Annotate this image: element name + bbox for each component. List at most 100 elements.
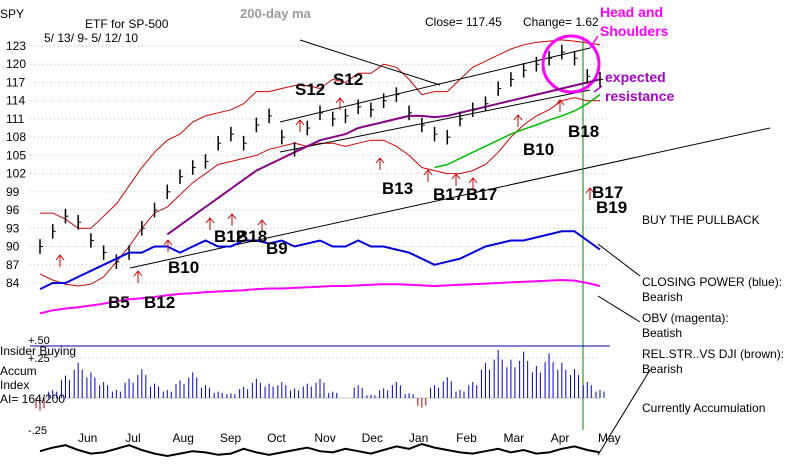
signal-label: B13	[382, 179, 413, 198]
multiline-labels-layer: Head and Shoulders expected resistance CLOSI…	[0, 4, 784, 406]
change-value: Change= 1.62	[523, 15, 599, 29]
month-tick-label: Oct	[267, 431, 286, 445]
signal-arrowhead	[468, 177, 478, 184]
y-tick-label: 111	[6, 112, 25, 126]
annotation-relstr-line1: REL.STR..VS DJI (brown):	[642, 347, 784, 361]
cp-pointer-line	[597, 243, 641, 277]
annotation-obv-line1: OBV (magenta):	[642, 311, 729, 325]
green-ma-line	[434, 93, 601, 169]
month-tick-label: Jan	[409, 431, 428, 445]
signal-arrowhead	[257, 219, 267, 226]
annotation-relstr-line2: Bearish	[642, 362, 683, 376]
signal-label: S12	[333, 70, 363, 89]
signal-arrowhead	[451, 173, 461, 180]
closing-power-line	[39, 230, 601, 291]
month-tick-label: Aug	[173, 431, 194, 445]
month-tick-label: Mar	[503, 431, 524, 445]
accum-level-label: -.25	[28, 425, 47, 437]
signal-label: B12	[144, 293, 175, 312]
signal-arrowhead	[133, 270, 143, 277]
tick-labels-layer: 123 120 117 114 111 108 105 102 99 96 93 90 87 84 Jun J…	[6, 39, 621, 445]
y-tick-label: 90	[6, 240, 20, 254]
y-tick-label: 117	[6, 75, 25, 89]
annotation-obv-line2: Beatish	[642, 326, 682, 340]
month-tick-label: Jun	[78, 431, 97, 445]
neckline	[299, 39, 441, 86]
y-tick-label: 105	[6, 148, 26, 162]
chart-title: ETF for SP-500	[85, 17, 169, 31]
trend-lines-layer	[129, 34, 771, 456]
lower-channel-line	[279, 89, 591, 153]
head-shoulders-label-line1: Head and	[600, 4, 663, 20]
obv-pointer-line	[597, 295, 641, 323]
signal-label: B17	[466, 185, 497, 204]
annotation-closing-power-line1: CLOSING POWER (blue):	[642, 275, 782, 289]
relstr-line	[39, 442, 601, 458]
expected-resistance-label-line2: resistance	[605, 88, 674, 104]
insider-label: Insider Buying	[0, 344, 76, 358]
head-shoulders-label-line2: Shoulders	[600, 23, 669, 39]
accum-label-line3: AI= 164/200	[0, 392, 65, 406]
labels-layer: SPY ETF for SP-500 5/ 13/ 9- 5/ 12/ 10 2…	[0, 6, 765, 415]
signal-label: B10	[168, 258, 199, 277]
signal-label: B10	[523, 140, 554, 159]
signal-arrowhead	[205, 217, 215, 224]
ma-label: 200-day ma	[240, 6, 312, 21]
relstr-pointer-line	[597, 369, 651, 456]
y-tick-label: 87	[6, 258, 20, 272]
obv-line	[39, 278, 601, 315]
signal-arrowhead	[55, 254, 65, 261]
signal-label: B18	[236, 227, 267, 246]
upper-band-line	[40, 39, 601, 229]
signal-label: B12	[214, 227, 245, 246]
month-tick-label: Feb	[456, 431, 477, 445]
signal-arrowhead	[227, 213, 237, 220]
month-tick-label: Nov	[314, 431, 335, 445]
expected-resistance-label-line1: expected	[605, 69, 666, 85]
y-tick-label: 99	[6, 185, 20, 199]
resistance-pointer	[593, 85, 603, 93]
grid-layer	[30, 45, 610, 284]
signal-label: B5	[108, 293, 130, 312]
annotation-buy-pullback: BUY THE PULLBACK	[642, 213, 760, 227]
annotation-closing-power-line2: Bearish	[642, 290, 683, 304]
head-shoulders-pointer	[589, 35, 599, 49]
accum-level-label: +.25	[28, 353, 50, 365]
upper-channel-line	[279, 47, 591, 123]
signal-label: B17	[592, 183, 623, 202]
y-tick-label: 96	[6, 203, 20, 217]
y-tick-label: 102	[6, 167, 26, 181]
signal-arrowhead	[295, 119, 305, 126]
signal-label: B9	[266, 239, 288, 258]
ticker-label: SPY	[0, 7, 24, 21]
accum-layer: +.50 +.25 -.25	[28, 335, 610, 458]
signal-arrowhead	[163, 239, 173, 246]
accum-label-line1: Accum	[0, 364, 37, 378]
y-tick-label: 108	[6, 130, 26, 144]
y-tick-label: 123	[6, 39, 26, 53]
signal-label: B17	[433, 185, 464, 204]
y-tick-label: 114	[6, 94, 25, 108]
signal-arrowhead	[585, 187, 595, 194]
series-layer	[39, 44, 603, 315]
month-tick-label: Dec	[362, 431, 383, 445]
signal-arrowhead	[375, 157, 385, 164]
ma-line	[166, 78, 601, 236]
bands-layer	[39, 39, 601, 287]
head-shoulders-circle	[541, 34, 601, 94]
month-tick-label: Sep	[220, 431, 242, 445]
date-range: 5/ 13/ 9- 5/ 12/ 10	[44, 31, 138, 45]
accum-level-label: +.50	[28, 335, 50, 347]
y-tick-label: 120	[6, 57, 26, 71]
accum-label-line2: Index	[0, 378, 29, 392]
y-tick-label: 93	[6, 221, 20, 235]
signal-label: B18	[568, 122, 599, 141]
signal-label: B19	[596, 198, 627, 217]
close-value: Close= 117.45	[425, 15, 502, 29]
y-tick-label: 84	[6, 276, 20, 290]
signal-arrowhead	[335, 97, 345, 104]
month-tick-label: Apr	[551, 431, 570, 445]
signal-arrowhead	[423, 169, 433, 176]
